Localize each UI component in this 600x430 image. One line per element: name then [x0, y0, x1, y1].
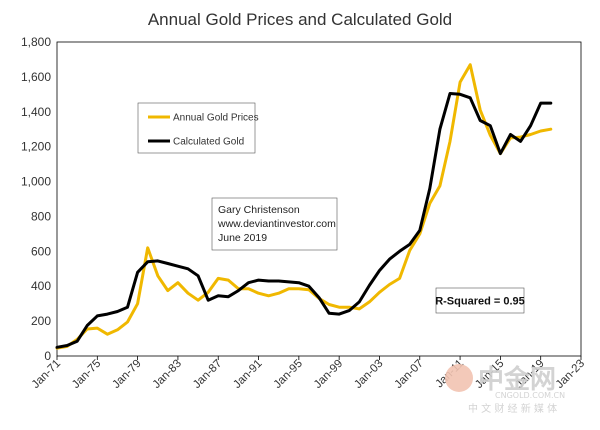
x-tick-label: Jan-87: [191, 358, 224, 391]
watermark-logo-icon: [445, 364, 473, 392]
r-squared-box: [435, 287, 525, 314]
source-website: www.deviantinvestor.com: [217, 218, 336, 230]
x-tick-label: Jan-07: [393, 358, 426, 391]
y-tick-label: 1,000: [21, 175, 51, 189]
watermark: 中金网 CNGOLD.COM.CN 中 文 财 经 新 媒 体: [445, 364, 565, 415]
watermark-url: CNGOLD.COM.CN: [495, 391, 565, 400]
x-tick-label: Jan-99: [312, 358, 345, 391]
watermark-tagline: 中 文 财 经 新 媒 体: [468, 402, 557, 415]
y-tick-label: 400: [31, 279, 51, 293]
y-tick-label: 1,400: [21, 105, 51, 119]
legend-label-gold: Annual Gold Prices: [173, 113, 259, 124]
legend-label-calculated: Calculated Gold: [173, 137, 244, 148]
series-line-calculated-gold: [55, 92, 553, 349]
y-tick-label: 600: [31, 244, 51, 258]
y-tick-label: 200: [31, 314, 51, 328]
x-tick-label: Jan-23: [554, 358, 587, 391]
y-tick-label: 1,800: [21, 35, 51, 49]
plot-area: [56, 41, 582, 357]
y-tick-label: 1,200: [21, 140, 51, 154]
chart-title: Annual Gold Prices and Calculated Gold: [148, 10, 452, 29]
legend-box: [137, 102, 256, 154]
x-tick-label: Jan-91: [231, 358, 264, 391]
series-line-annual-gold-prices: [55, 63, 553, 350]
series-layer: [55, 63, 553, 350]
y-tick-label: 1,600: [21, 70, 51, 84]
source-author: Gary Christenson: [218, 204, 300, 216]
source-note: Gary Christenson www.deviantinvestor.com…: [211, 197, 338, 251]
source-date: June 2019: [218, 232, 267, 244]
y-tick-label: 800: [31, 209, 51, 223]
x-tick-label: Jan-75: [70, 358, 103, 391]
x-tick-label: Jan-79: [110, 358, 143, 391]
x-tick-label: Jan-03: [352, 358, 385, 391]
y-axis-ticks: 0 200 400 600 800 1,000 1,200 1,400 1,600 1,800: [21, 35, 51, 363]
watermark-brand: 中金网: [478, 364, 556, 395]
source-note-box: [211, 197, 338, 251]
r-squared-text: R-Squared = 0.95: [435, 296, 525, 308]
legend: Annual Gold Prices Calculated Gold: [137, 102, 259, 154]
x-tick-label: Jan-83: [151, 358, 184, 391]
x-tick-label: Jan-95: [272, 358, 305, 391]
r-squared-annotation: R-Squared = 0.95: [435, 287, 525, 314]
y-tick-label: 0: [44, 349, 51, 363]
